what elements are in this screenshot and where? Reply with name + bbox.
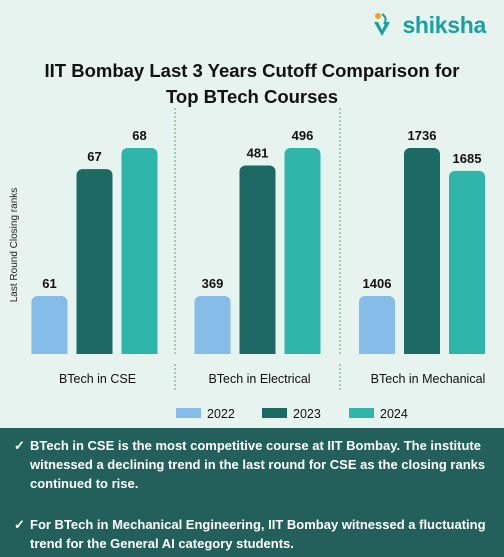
bar-value-label: 1685 — [453, 151, 482, 166]
bar — [404, 148, 440, 360]
chart-title-line-2: Top BTech Courses — [165, 86, 338, 107]
category-label: BTech in Electrical — [208, 372, 310, 386]
bar — [359, 296, 395, 360]
bar — [239, 165, 276, 360]
legend-swatch — [349, 408, 374, 418]
legend-label: 2022 — [207, 407, 235, 421]
note-1: ✓ BTech in CSE is the most competitive c… — [14, 436, 494, 493]
bar-value-label: 68 — [132, 128, 146, 143]
chart-title-line-1: IIT Bombay Last 3 Years Cutoff Compariso… — [44, 60, 460, 81]
bar-value-label: 496 — [292, 128, 314, 143]
note-text: For BTech in Mechanical Engineering, IIT… — [30, 517, 486, 551]
check-icon: ✓ — [14, 517, 25, 532]
category-label: BTech in Mechanical — [371, 372, 486, 386]
legend-swatch — [262, 408, 287, 418]
category-label: BTech in CSE — [59, 372, 136, 386]
bar-value-label: 1406 — [363, 276, 392, 291]
legend-label: 2023 — [293, 407, 321, 421]
brand-logo: shiksha — [370, 10, 486, 40]
bar-chart: Last Round Closing ranks 61 67 68 BTech in C… — [9, 108, 500, 421]
bar — [194, 296, 231, 360]
bar-value-label: 67 — [87, 149, 101, 164]
note-text: BTech in CSE is the most competitive cou… — [30, 438, 486, 491]
chart-baseline-mask — [20, 354, 500, 362]
notes-panel: ✓ BTech in CSE is the most competitive c… — [0, 428, 504, 557]
shiksha-logo-icon — [374, 13, 391, 36]
bar — [284, 148, 321, 360]
bar — [76, 169, 113, 360]
bar-value-label: 481 — [247, 145, 269, 160]
check-icon: ✓ — [14, 438, 25, 453]
brand-name: shiksha — [402, 11, 486, 38]
bar — [31, 296, 68, 360]
note-2: ✓ For BTech in Mechanical Engineering, I… — [14, 515, 494, 553]
bar-value-label: 61 — [42, 276, 56, 291]
legend-label: 2024 — [380, 407, 408, 421]
bar — [449, 170, 485, 360]
bar-value-label: 1736 — [408, 128, 437, 143]
legend-swatch — [176, 408, 201, 418]
chart-title: IIT Bombay Last 3 Years Cutoff Compariso… — [0, 58, 504, 110]
bar-value-label: 369 — [202, 276, 224, 291]
bar — [121, 148, 158, 360]
y-axis-label: Last Round Closing ranks — [9, 188, 20, 303]
